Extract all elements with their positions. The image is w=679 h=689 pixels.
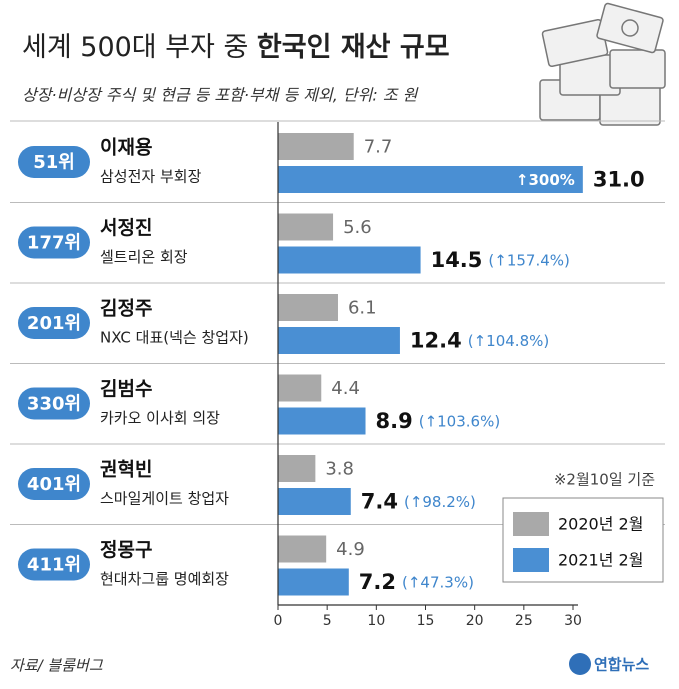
value-label: 14.5 bbox=[431, 248, 483, 272]
bar bbox=[278, 455, 316, 482]
x-tick-label: 5 bbox=[323, 613, 332, 629]
rank: 401위 bbox=[27, 474, 81, 495]
value-label: 7.2 bbox=[359, 570, 396, 594]
growth-label: (↑103.6%) bbox=[419, 413, 500, 431]
growth-label: (↑104.8%) bbox=[468, 332, 549, 350]
bar bbox=[278, 133, 354, 160]
rank: 201위 bbox=[27, 313, 81, 334]
person-name: 김범수 bbox=[100, 378, 152, 400]
rank-pill bbox=[18, 307, 90, 339]
source: 자료/ 블룸버그 bbox=[10, 657, 104, 675]
person-name: 이재용 bbox=[100, 137, 152, 159]
legend-swatch bbox=[513, 512, 549, 536]
value-label: 7.4 bbox=[361, 490, 398, 514]
logo: 연합뉴스 bbox=[594, 656, 649, 674]
growth-label: ↑300% bbox=[516, 171, 575, 189]
person-name: 서정진 bbox=[100, 217, 152, 239]
title: 세계 500대 부자 중 한국인 재산 규모 bbox=[22, 32, 450, 63]
x-tick-label: 15 bbox=[417, 613, 435, 629]
logo-icon bbox=[569, 653, 591, 675]
person-name: 김정주 bbox=[100, 298, 152, 320]
value-label: 12.4 bbox=[410, 329, 462, 353]
rank-pill bbox=[18, 468, 90, 500]
person-role: 카카오 이사회 의장 bbox=[100, 409, 220, 427]
rank-pill bbox=[18, 146, 90, 178]
rank-pill bbox=[18, 387, 90, 420]
growth-label: (↑98.2%) bbox=[404, 493, 476, 511]
x-tick-label: 10 bbox=[367, 613, 385, 629]
value-label: 31.0 bbox=[593, 168, 645, 192]
legend-swatch bbox=[513, 548, 549, 572]
money-icon bbox=[539, 2, 666, 126]
value-label: 5.6 bbox=[343, 217, 372, 238]
rank: 330위 bbox=[27, 394, 81, 415]
bar bbox=[278, 374, 322, 402]
subtitle: 상장·비상장 주식 및 현금 등 포함·부채 등 제외, 단위: 조 원 bbox=[22, 86, 419, 105]
title-part: 세계 500대 부자 중 bbox=[22, 32, 248, 63]
bar bbox=[278, 213, 334, 241]
person-role: 셀트리온 회장 bbox=[100, 248, 188, 266]
bar bbox=[278, 568, 349, 596]
x-tick-label: 30 bbox=[564, 613, 582, 629]
value-label: 7.7 bbox=[364, 137, 393, 158]
bar bbox=[278, 166, 583, 193]
person-name: 권혁빈 bbox=[100, 459, 152, 481]
legend-label: 2021년 2월 bbox=[558, 551, 643, 570]
value-label: 3.8 bbox=[325, 459, 354, 480]
person-role: 스마일게이트 창업자 bbox=[100, 490, 229, 508]
value-label: 4.4 bbox=[331, 378, 360, 399]
note: ※2월10일 기준 bbox=[554, 471, 655, 489]
bar bbox=[278, 294, 338, 321]
bar bbox=[278, 535, 327, 563]
rank: 411위 bbox=[27, 555, 81, 576]
legend-label: 2020년 2월 bbox=[558, 515, 643, 534]
rank: 177위 bbox=[27, 233, 81, 254]
value-label: 4.9 bbox=[336, 539, 365, 560]
bar bbox=[278, 488, 351, 515]
person-name: 정몽구 bbox=[100, 539, 152, 561]
growth-label: (↑157.4%) bbox=[488, 252, 569, 270]
value-label: 8.9 bbox=[376, 409, 413, 433]
bar bbox=[278, 407, 366, 435]
x-tick-label: 20 bbox=[466, 613, 484, 629]
rank-pill bbox=[18, 226, 90, 259]
bar bbox=[278, 327, 400, 354]
x-tick-label: 25 bbox=[515, 613, 533, 629]
person-role: 삼성전자 부회장 bbox=[100, 168, 202, 186]
person-role: NXC 대표(넥슨 창업자) bbox=[100, 329, 249, 347]
title-emphasis: 한국인 재산 규모 bbox=[257, 32, 450, 63]
person-role: 현대차그룹 명예회장 bbox=[100, 570, 229, 588]
x-tick-label: 0 bbox=[274, 613, 283, 629]
rank-pill bbox=[18, 548, 90, 581]
value-label: 6.1 bbox=[348, 298, 377, 319]
bar bbox=[278, 246, 421, 274]
rank: 51위 bbox=[33, 152, 75, 173]
growth-label: (↑47.3%) bbox=[402, 574, 474, 592]
